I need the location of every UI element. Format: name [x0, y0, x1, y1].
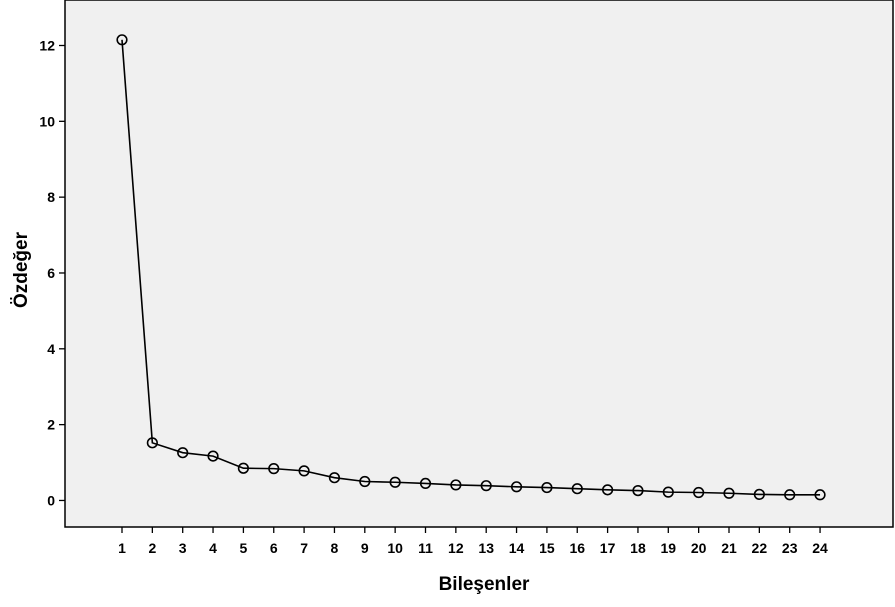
y-tick-label: 6 — [47, 265, 55, 281]
x-tick-label: 20 — [691, 540, 707, 556]
data-point — [146, 437, 158, 449]
x-tick-label: 21 — [721, 540, 737, 556]
data-point — [298, 465, 310, 477]
data-point — [116, 34, 128, 46]
x-tick-label: 15 — [539, 540, 555, 556]
data-point — [632, 485, 644, 497]
x-tick-label: 24 — [812, 540, 828, 556]
data-point — [814, 489, 826, 501]
y-tick-label: 0 — [47, 492, 55, 508]
x-tick-label: 14 — [509, 540, 525, 556]
data-point — [723, 487, 735, 499]
data-point — [207, 450, 219, 462]
x-tick-label: 4 — [209, 540, 217, 556]
y-tick-label: 2 — [47, 417, 55, 433]
plot-area — [64, 0, 894, 528]
data-point — [177, 447, 189, 459]
x-tick-label: 3 — [179, 540, 187, 556]
x-tick-label: 11 — [418, 540, 433, 556]
x-tick-label: 19 — [661, 540, 677, 556]
data-point — [419, 477, 432, 489]
x-tick-label: 16 — [569, 540, 585, 556]
y-axis-title: Özdeğer — [11, 231, 32, 308]
y-tick-label: 4 — [47, 341, 55, 357]
x-tick-label: 13 — [478, 540, 494, 556]
x-tick-label: 9 — [361, 540, 369, 556]
data-point — [328, 472, 341, 484]
x-tick-label: 12 — [448, 540, 464, 556]
x-tick-label: 22 — [752, 540, 768, 556]
data-point — [480, 480, 492, 492]
x-tick-label: 1 — [118, 540, 126, 556]
data-point — [571, 483, 583, 495]
data-point — [784, 489, 796, 501]
x-tick-label: 10 — [387, 540, 403, 556]
data-point — [541, 481, 553, 494]
y-tick-label: 8 — [47, 189, 55, 205]
y-tick-label: 12 — [39, 37, 55, 53]
x-tick-label: 8 — [331, 540, 339, 556]
x-tick-label: 23 — [782, 540, 798, 556]
data-point — [389, 476, 401, 488]
data-point — [662, 486, 674, 498]
data-point — [450, 479, 462, 491]
x-axis-title: Bileşenler — [439, 574, 530, 595]
x-tick-label: 17 — [600, 540, 616, 556]
y-tick-label: 10 — [39, 113, 55, 129]
x-axis: 1 2 3 4 5 6 7 8 9 10 11 12 13 14 15 16 17 18 19 20 21 22 23 24 — [118, 527, 828, 556]
data-point — [359, 475, 371, 488]
data-point — [601, 484, 614, 496]
x-tick-label: 5 — [240, 540, 248, 556]
y-axis: 0 2 4 6 8 10 12 — [39, 37, 65, 508]
series-group — [116, 34, 826, 501]
x-tick-label: 6 — [270, 540, 278, 556]
data-point — [510, 481, 523, 493]
data-point — [693, 486, 705, 499]
data-point — [268, 463, 280, 475]
data-point — [753, 488, 765, 500]
x-tick-label: 7 — [300, 540, 308, 556]
data-point — [237, 462, 249, 474]
x-tick-label: 18 — [630, 540, 646, 556]
x-tick-label: 2 — [148, 540, 156, 556]
